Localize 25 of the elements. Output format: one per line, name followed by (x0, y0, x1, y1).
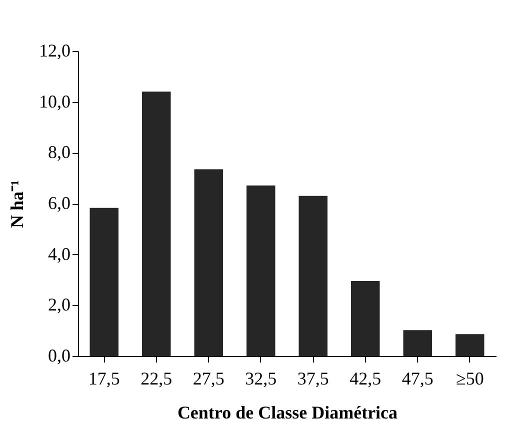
y-tick-label: 10,0 (39, 91, 70, 112)
x-tick-label: 32,5 (245, 368, 277, 388)
bar (351, 281, 380, 356)
y-tick-label: 12,0 (39, 40, 70, 60)
bar (142, 92, 171, 356)
x-tick-label: 37,5 (297, 368, 329, 388)
bar (298, 196, 328, 356)
x-tick-label: ≥50 (456, 368, 484, 388)
x-tick-label: 42,5 (350, 368, 382, 388)
y-axis-title: N ha⁻¹ (7, 180, 27, 228)
y-tick-label: 2,0 (48, 294, 70, 315)
x-tick-label: 22,5 (140, 368, 172, 388)
y-tick-label: 6,0 (48, 193, 70, 213)
x-tick-label: 17,5 (88, 368, 120, 388)
bar (90, 208, 118, 356)
y-tick-label: 4,0 (48, 244, 70, 264)
y-tick-label: 8,0 (48, 142, 70, 162)
x-tick-label: 47,5 (402, 368, 434, 388)
bar (246, 185, 276, 356)
x-axis-title: Centro de Classe Diamétrica (177, 402, 398, 422)
y-tick-label: 0,0 (48, 346, 70, 366)
bar (403, 330, 432, 356)
x-tick-label: 27,5 (192, 368, 224, 388)
bar (456, 334, 484, 356)
bar (194, 169, 223, 356)
